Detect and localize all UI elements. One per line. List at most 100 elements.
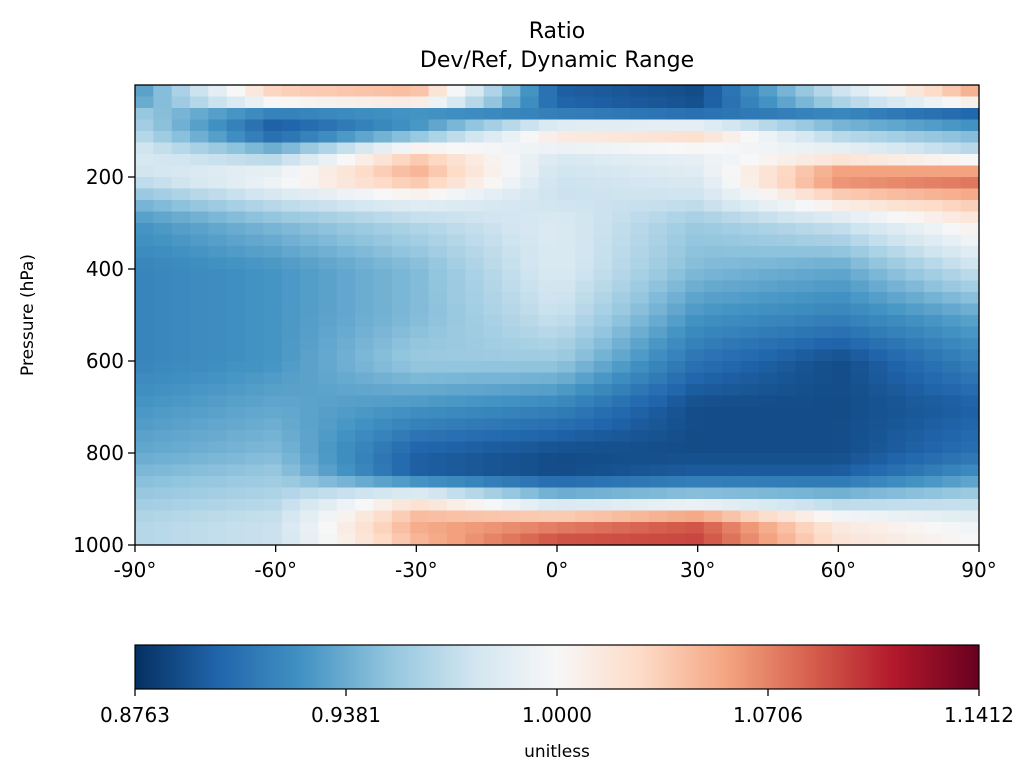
heatmap-cell	[612, 418, 631, 431]
heatmap-cell	[960, 395, 980, 408]
heatmap-cell	[208, 257, 228, 270]
heatmap-cell	[703, 453, 723, 466]
heatmap-cell	[318, 464, 338, 477]
heatmap-cell	[850, 384, 870, 397]
heatmap-cell	[226, 108, 246, 121]
heatmap-cell	[923, 533, 943, 546]
heatmap-cell	[538, 407, 558, 420]
heatmap-cell	[538, 326, 558, 339]
heatmap-cell	[593, 280, 613, 293]
heatmap-cell	[722, 315, 742, 328]
heatmap-cell	[520, 418, 540, 431]
heatmap-cell	[593, 234, 613, 247]
heatmap-cell	[336, 131, 356, 144]
heatmap-cell	[520, 119, 540, 132]
heatmap-cell	[318, 177, 338, 190]
heatmap-cell	[226, 177, 246, 190]
heatmap-cell	[850, 361, 870, 374]
heatmap-cell	[263, 131, 283, 144]
y-tick-label: 800	[86, 441, 124, 465]
heatmap-cell	[630, 453, 650, 466]
x-tick-label: 90°	[961, 558, 996, 582]
heatmap-cell	[832, 510, 852, 523]
x-tick-label: 30°	[680, 558, 715, 582]
heatmap-cell	[190, 510, 209, 523]
heatmap-cell	[190, 453, 209, 466]
heatmap-cell	[667, 200, 687, 213]
heatmap-cell	[942, 338, 962, 351]
heatmap-cell	[153, 292, 173, 305]
heatmap-cell	[758, 361, 778, 374]
heatmap-cell	[667, 361, 687, 374]
heatmap-cell	[300, 338, 320, 351]
heatmap-cell	[557, 131, 576, 144]
heatmap-cell	[648, 223, 668, 236]
heatmap-cell	[171, 499, 191, 512]
heatmap-cell	[263, 522, 283, 535]
heatmap-cell	[630, 177, 650, 190]
heatmap-cell	[667, 119, 687, 132]
heatmap-cell	[428, 257, 448, 270]
heatmap-cell	[336, 407, 356, 420]
heatmap-cell	[722, 292, 742, 305]
heatmap-cell	[813, 234, 833, 247]
heatmap-cell	[667, 280, 687, 293]
heatmap-cell	[630, 487, 650, 500]
heatmap-cell	[593, 200, 613, 213]
heatmap-cell	[850, 211, 870, 224]
heatmap-cell	[208, 476, 228, 489]
heatmap-cell	[483, 177, 503, 190]
heatmap-cell	[575, 131, 595, 144]
heatmap-cell	[813, 131, 833, 144]
heatmap-cell	[703, 85, 723, 98]
heatmap-cell	[520, 303, 540, 316]
heatmap-cell	[373, 280, 393, 293]
heatmap-cell	[226, 453, 246, 466]
heatmap-cell	[612, 280, 631, 293]
heatmap-cell	[153, 165, 173, 178]
heatmap-cell	[593, 292, 613, 305]
heatmap-cell	[722, 303, 742, 316]
heatmap-cell	[593, 407, 613, 420]
heatmap-cell	[465, 522, 485, 535]
heatmap-cell	[208, 211, 228, 224]
heatmap-cell	[612, 315, 631, 328]
heatmap-cell	[887, 476, 907, 489]
heatmap-cell	[887, 131, 907, 144]
heatmap-cell	[465, 142, 485, 155]
heatmap-cell	[520, 269, 540, 282]
heatmap-cell	[758, 177, 778, 190]
heatmap-cell	[190, 200, 209, 213]
heatmap-cell	[575, 234, 595, 247]
heatmap-cell	[318, 165, 338, 178]
heatmap-cell	[336, 522, 356, 535]
heatmap-cell	[740, 349, 760, 362]
heatmap-cell	[483, 188, 503, 201]
heatmap-cell	[685, 453, 705, 466]
heatmap-cell	[410, 165, 430, 178]
heatmap-cell	[190, 361, 209, 374]
heatmap-cell	[190, 131, 209, 144]
heatmap-cell	[135, 119, 154, 132]
heatmap-cell	[153, 223, 173, 236]
heatmap-cell	[538, 165, 558, 178]
heatmap-cell	[593, 154, 613, 167]
heatmap-cell	[318, 453, 338, 466]
heatmap-cell	[703, 338, 723, 351]
heatmap-cell	[391, 315, 411, 328]
heatmap-cell	[612, 257, 631, 270]
heatmap-cell	[703, 476, 723, 489]
heatmap-cell	[245, 96, 265, 109]
heatmap-cell	[501, 533, 521, 546]
heatmap-cell	[465, 441, 485, 454]
heatmap-cell	[887, 269, 907, 282]
colorbar	[134, 644, 980, 690]
heatmap-cell	[887, 522, 907, 535]
heatmap-cell	[410, 510, 430, 523]
heatmap-cell	[667, 533, 687, 546]
heatmap-cell	[813, 303, 833, 316]
heatmap-cell	[648, 522, 668, 535]
heatmap-cell	[813, 177, 833, 190]
heatmap-cell	[373, 476, 393, 489]
heatmap-cell	[373, 269, 393, 282]
